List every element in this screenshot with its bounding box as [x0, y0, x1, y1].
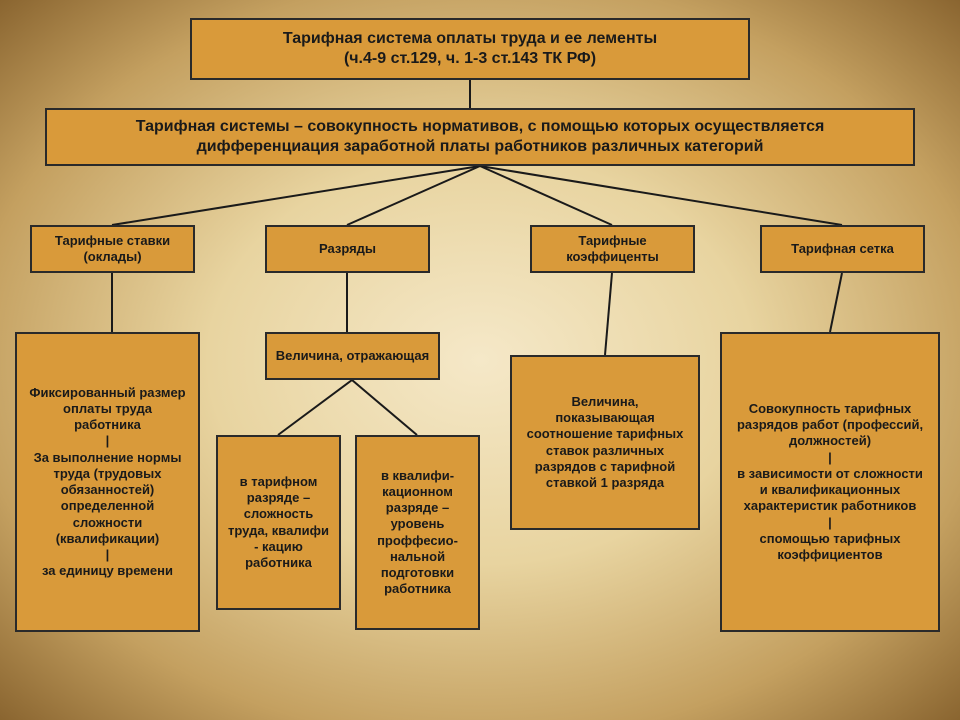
col3-body-text: Величина, показывающая соотношение тариф…	[516, 388, 694, 498]
col2-left-text: в тарифном разряде – сложность труда, кв…	[222, 468, 335, 578]
definition-text: Тарифная системы – совокупность норматив…	[51, 117, 909, 157]
col4-head-label: Тарифная сетка	[791, 241, 894, 257]
col3-body: Величина, показывающая соотношение тариф…	[510, 355, 700, 530]
title-line2: (ч.4-9 ст.129, ч. 1-3 ст.143 ТК РФ)	[283, 49, 657, 69]
definition-box: Тарифная системы – совокупность норматив…	[45, 108, 915, 166]
col1-head-label: Тарифные ставки (оклады)	[36, 233, 189, 266]
col2-top: Величина, отражающая	[265, 332, 440, 380]
title-box: Тарифная система оплаты труда и ее лемен…	[190, 18, 750, 80]
col2-right: в квалифи- кационном разряде – уровень п…	[355, 435, 480, 630]
col1-head: Тарифные ставки (оклады)	[30, 225, 195, 273]
col3-head-label: Тарифные коэффиценты	[536, 233, 689, 266]
col2-head-label: Разряды	[319, 241, 376, 257]
col4-body-text: Совокупность тарифных разрядов работ (пр…	[726, 395, 934, 570]
col2-left: в тарифном разряде – сложность труда, кв…	[216, 435, 341, 610]
col2-top-text: Величина, отражающая	[276, 348, 430, 364]
title-line1: Тарифная система оплаты труда и ее лемен…	[283, 29, 657, 49]
col2-head: Разряды	[265, 225, 430, 273]
col1-body: Фиксированный размер оплаты труда работн…	[15, 332, 200, 632]
col1-body-text: Фиксированный размер оплаты труда работн…	[21, 379, 194, 586]
col3-head: Тарифные коэффиценты	[530, 225, 695, 273]
col4-head: Тарифная сетка	[760, 225, 925, 273]
col2-right-text: в квалифи- кационном разряде – уровень п…	[361, 462, 474, 604]
col4-body: Совокупность тарифных разрядов работ (пр…	[720, 332, 940, 632]
